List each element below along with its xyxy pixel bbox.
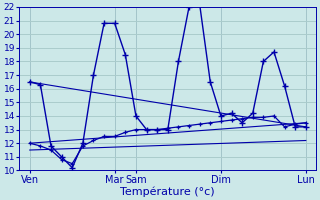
X-axis label: Température (°c): Température (°c) (121, 186, 215, 197)
